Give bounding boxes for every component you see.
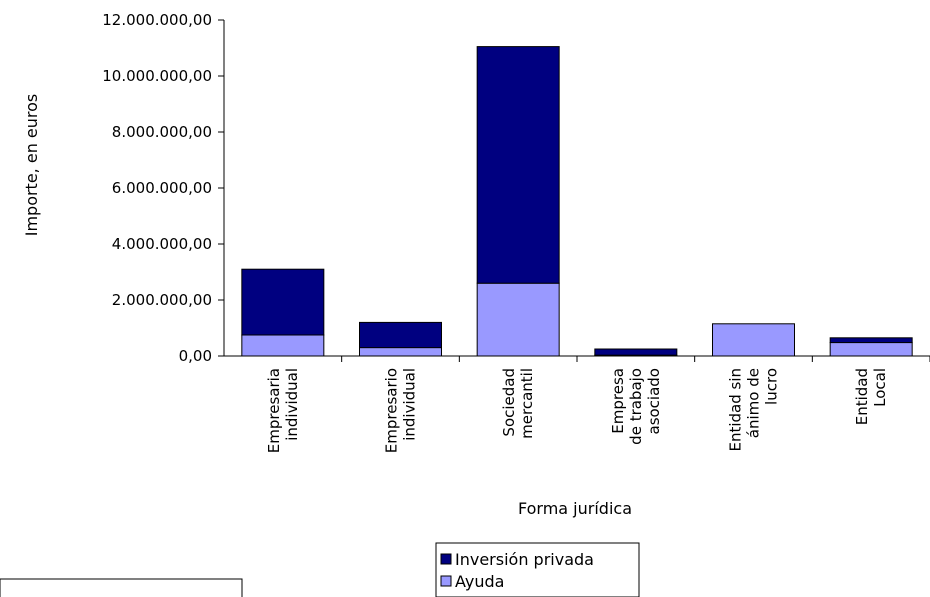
- x-axis-title: Forma jurídica: [518, 499, 632, 518]
- y-tick-label: 8.000.000,00: [112, 123, 212, 141]
- x-category-label-line: Empresaria: [265, 368, 283, 453]
- y-tick-label: 2.000.000,00: [112, 291, 212, 309]
- x-category-label: Entidad Local: [853, 368, 889, 425]
- legend-box: [435, 542, 640, 597]
- bar-ayuda: [476, 282, 560, 357]
- bar-ayuda: [241, 334, 325, 357]
- x-category-label-line: individual: [401, 368, 419, 441]
- x-category-label-line: Empresa: [609, 368, 627, 434]
- bar-inversion-privada: [241, 268, 325, 336]
- y-tick-label: 4.000.000,00: [112, 235, 212, 253]
- bar-inversion-privada: [594, 348, 678, 356]
- bar-inversion-privada: [359, 321, 442, 349]
- legend-swatch: [440, 553, 452, 565]
- x-category-label-line: de trabajo: [627, 368, 645, 445]
- y-tick-label: 0,00: [179, 347, 212, 365]
- x-category-label: Sociedad mercantil: [500, 368, 536, 439]
- y-tick-label: 6.000.000,00: [112, 179, 212, 197]
- bar-ayuda: [359, 347, 442, 357]
- x-category-label-line: Entidad sin: [727, 368, 745, 452]
- x-category-label-line: Entidad: [853, 368, 871, 425]
- x-category-label: Entidad sin ánimo de lucro: [727, 368, 781, 452]
- x-category-label-line: ánimo de: [745, 368, 763, 438]
- bar-inversion-privada: [829, 337, 913, 344]
- x-category-label-line: Sociedad: [500, 368, 518, 437]
- legend: Inversión privada Ayuda: [435, 542, 640, 597]
- y-axis-ticks: 0,00 2.000.000,00 4.000.000,00 6.000.000,00…: [102, 11, 225, 365]
- x-category-label: Empresa de trabajo asociado: [609, 368, 663, 445]
- y-tick-label: 12.000.000,00: [102, 11, 212, 29]
- legend-label: Inversión privada: [455, 550, 594, 569]
- x-category-label: Empresario individual: [383, 368, 419, 453]
- y-axis-title: Importe, en euros: [22, 94, 41, 237]
- y-tick-label: 10.000.000,00: [102, 67, 212, 85]
- partial-text-box: [0, 578, 243, 597]
- x-category-label-line: Local: [871, 368, 889, 407]
- x-axis: [224, 355, 930, 362]
- bar-ayuda: [712, 323, 795, 357]
- bars: [241, 46, 913, 357]
- bar-inversion-privada: [476, 46, 560, 284]
- x-category-label-line: mercantil: [518, 368, 536, 439]
- bar-ayuda: [829, 342, 913, 357]
- legend-label: Ayuda: [455, 572, 504, 591]
- legend-swatch: [440, 575, 452, 587]
- x-category-label: Empresaria individual: [265, 368, 301, 453]
- category-labels: Empresaria individual Empresario individual…: [265, 368, 889, 453]
- x-category-label-line: asociado: [645, 368, 663, 435]
- x-category-label-line: individual: [283, 368, 301, 441]
- x-category-label-line: lucro: [763, 368, 781, 405]
- x-category-label-line: Empresario: [383, 368, 401, 453]
